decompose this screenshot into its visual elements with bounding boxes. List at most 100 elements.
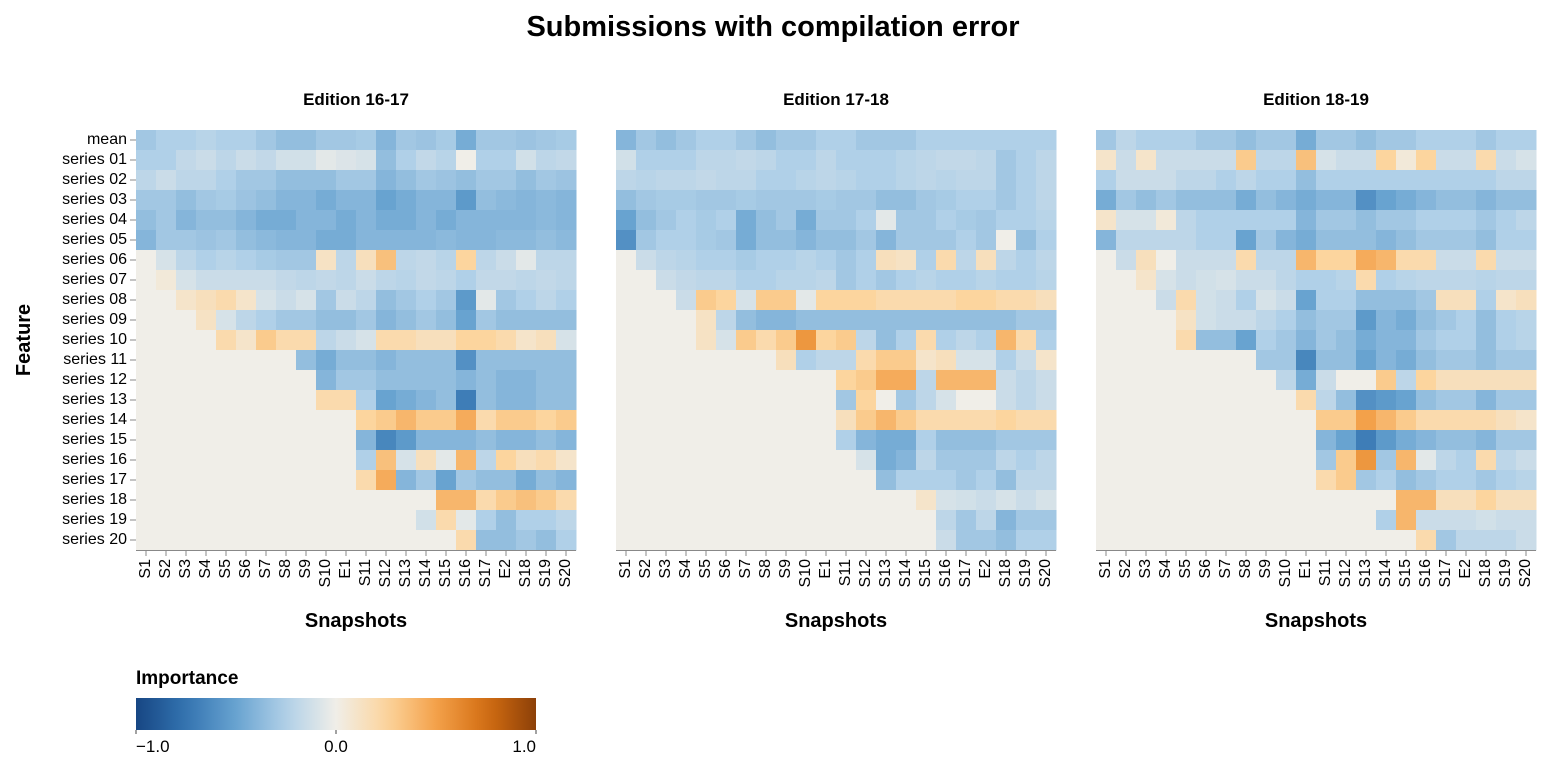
heatmap-cell bbox=[1496, 210, 1517, 231]
heatmap-cell bbox=[1256, 290, 1277, 311]
x-tick-label: S3 bbox=[177, 559, 194, 579]
heatmap-cell bbox=[616, 430, 637, 451]
heatmap-cell bbox=[1176, 250, 1197, 271]
heatmap-cell bbox=[996, 210, 1017, 231]
heatmap-cell bbox=[836, 510, 857, 531]
heatmap-cell bbox=[1356, 310, 1377, 331]
heatmap-cell bbox=[456, 170, 477, 191]
heatmap-cell bbox=[416, 230, 437, 251]
heatmap-cell bbox=[656, 490, 677, 511]
heatmap-cell bbox=[1036, 270, 1057, 291]
heatmap-cell bbox=[156, 510, 177, 531]
heatmap-cell bbox=[176, 390, 197, 411]
heatmap-cell bbox=[816, 230, 837, 251]
heatmap-cell bbox=[616, 310, 637, 331]
heatmap-cell bbox=[996, 150, 1017, 171]
heatmap-cell bbox=[156, 530, 177, 551]
heatmap-cell bbox=[296, 470, 317, 491]
x-tick-label: S6 bbox=[717, 559, 734, 579]
heatmap-cell bbox=[916, 470, 937, 491]
heatmap-cell bbox=[216, 350, 237, 371]
heatmap-cell bbox=[1376, 290, 1397, 311]
heatmap-cell bbox=[356, 150, 377, 171]
heatmap-cell bbox=[1096, 410, 1117, 431]
heatmap-cell bbox=[256, 250, 277, 271]
heatmap-cell bbox=[1036, 250, 1057, 271]
heatmap-cell bbox=[816, 270, 837, 291]
x-tick-label: S8 bbox=[277, 559, 294, 579]
heatmap-cell bbox=[296, 310, 317, 331]
heatmap-cell bbox=[776, 170, 797, 191]
heatmap-cell bbox=[1196, 250, 1217, 271]
heatmap-cell bbox=[976, 290, 997, 311]
heatmap-cell bbox=[816, 330, 837, 351]
y-tick-label: series 07 bbox=[62, 271, 127, 288]
heatmap-cell bbox=[1436, 210, 1457, 231]
heatmap-cell bbox=[1236, 430, 1257, 451]
heatmap-cell bbox=[376, 410, 397, 431]
heatmap-cell bbox=[256, 150, 277, 171]
heatmap-cell bbox=[1516, 150, 1537, 171]
heatmap-cell bbox=[1316, 290, 1337, 311]
heatmap-cell bbox=[956, 450, 977, 471]
heatmap-cell bbox=[1176, 150, 1197, 171]
x-tick-label: S12 bbox=[377, 559, 394, 588]
heatmap-cell bbox=[676, 510, 697, 531]
heatmap-cell bbox=[816, 370, 837, 391]
heatmap-cell bbox=[296, 410, 317, 431]
heatmap-cell bbox=[976, 270, 997, 291]
heatmap-cell bbox=[856, 190, 877, 211]
x-tick-label: S19 bbox=[1017, 559, 1034, 588]
x-tick-label: S8 bbox=[1237, 559, 1254, 579]
heatmap-cell bbox=[1496, 290, 1517, 311]
heatmap-cell bbox=[1516, 510, 1537, 531]
heatmap-cell bbox=[176, 270, 197, 291]
heatmap-cell bbox=[716, 390, 737, 411]
heatmap-cell bbox=[756, 390, 777, 411]
heatmap-cell bbox=[316, 390, 337, 411]
heatmap-cell bbox=[1096, 390, 1117, 411]
heatmap-cell bbox=[896, 490, 917, 511]
heatmap-cell bbox=[1236, 450, 1257, 471]
heatmap-cell bbox=[656, 170, 677, 191]
heatmap-cell bbox=[1216, 170, 1237, 191]
heatmap-cell bbox=[256, 470, 277, 491]
heatmap-cell bbox=[236, 250, 257, 271]
heatmap-cell bbox=[476, 250, 497, 271]
heatmap-cell bbox=[456, 290, 477, 311]
heatmap-cell bbox=[416, 130, 437, 151]
heatmap-cell bbox=[156, 190, 177, 211]
heatmap-cell bbox=[456, 450, 477, 471]
heatmap-cell bbox=[1496, 170, 1517, 191]
heatmap-cell bbox=[796, 190, 817, 211]
heatmap-cell bbox=[1136, 390, 1157, 411]
heatmap-cell bbox=[636, 530, 657, 551]
heatmap-cell bbox=[976, 250, 997, 271]
heatmap-cell bbox=[1296, 430, 1317, 451]
heatmap-cell bbox=[876, 350, 897, 371]
heatmap-cell bbox=[856, 270, 877, 291]
heatmap-cell bbox=[256, 370, 277, 391]
heatmap-cell bbox=[856, 390, 877, 411]
heatmap-cell bbox=[796, 430, 817, 451]
x-axis-title: Snapshots bbox=[785, 610, 887, 632]
heatmap-cell bbox=[816, 490, 837, 511]
x-tick-label: S11 bbox=[1317, 559, 1334, 586]
heatmap-cell bbox=[796, 410, 817, 431]
heatmap-cell bbox=[1276, 350, 1297, 371]
heatmap-cell bbox=[1376, 230, 1397, 251]
heatmap-cell bbox=[1256, 310, 1277, 331]
heatmap-cell bbox=[976, 190, 997, 211]
heatmap-cell bbox=[476, 410, 497, 431]
heatmap-cell bbox=[396, 130, 417, 151]
heatmap-cell bbox=[1376, 190, 1397, 211]
heatmap-cell bbox=[1396, 330, 1417, 351]
heatmap-cell bbox=[976, 510, 997, 531]
heatmap-cell bbox=[556, 130, 577, 151]
heatmap-cell bbox=[956, 470, 977, 491]
heatmap-cell bbox=[716, 310, 737, 331]
heatmap-cell bbox=[1036, 350, 1057, 371]
heatmap-cell bbox=[676, 430, 697, 451]
heatmap-cell bbox=[416, 430, 437, 451]
heatmap-cell bbox=[1476, 530, 1497, 551]
